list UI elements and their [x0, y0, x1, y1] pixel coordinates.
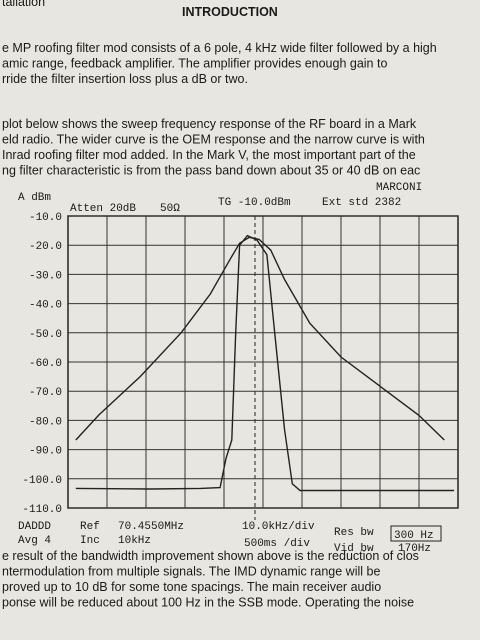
paragraph-line: ponse will be reduced about 100 Hz in th…: [2, 596, 414, 610]
y-axis-label: A dBm: [18, 192, 51, 204]
paragraph-line: rride the filter insertion loss plus a d…: [2, 72, 248, 86]
paragraph-line: proved up to 10 dB for some tone spacing…: [2, 580, 381, 594]
running-head: tallation: [2, 0, 45, 9]
y-tick-label: -60.0: [29, 358, 62, 370]
paragraph-line: ng filter characteristic is from the pas…: [2, 164, 420, 178]
annotation: MARCONI: [376, 182, 422, 194]
response-curve: [75, 234, 455, 492]
annotation: 500ms /div: [244, 538, 310, 550]
paragraph-line: Inrad roofing filter mod added. In the M…: [2, 148, 416, 162]
y-tick-label: -10.0: [29, 212, 62, 224]
annotation: 170Hz: [398, 543, 431, 555]
y-tick-label: -110.0: [22, 504, 62, 516]
title: INTRODUCTION: [182, 5, 278, 19]
paragraph-line: plot below shows the sweep frequency res…: [2, 117, 417, 131]
paragraph-line: eld radio. The wider curve is the OEM re…: [2, 133, 425, 147]
annotation: Avg 4: [18, 535, 51, 547]
annotation: Ref: [80, 521, 100, 533]
y-tick-label: -40.0: [29, 300, 62, 312]
annotation: Inc: [80, 535, 100, 547]
y-tick-label: -30.0: [29, 270, 62, 282]
annotation: Vid bw: [334, 543, 374, 555]
y-tick-label: -20.0: [29, 241, 62, 253]
annotation: Ext std 2382: [322, 197, 401, 209]
annotation: 10.0kHz/div: [242, 521, 315, 533]
y-tick-label: -50.0: [29, 329, 62, 341]
y-tick-label: -90.0: [29, 446, 62, 458]
annotation: 300 Hz: [394, 530, 434, 542]
annotation: TG -10.0dBm: [218, 197, 291, 209]
annotation: Res bw: [334, 527, 374, 539]
annotation: Atten 20dB: [70, 203, 136, 215]
annotation: 10kHz: [118, 535, 151, 547]
label-box: [390, 525, 442, 542]
paragraph-line: amic range, feedback amplifier. The ampl…: [2, 57, 387, 71]
annotation: 50Ω: [160, 203, 180, 215]
paragraph-line: e MP roofing filter mod consists of a 6 …: [2, 41, 437, 55]
annotation: DADDD: [18, 521, 51, 533]
y-tick-label: -100.0: [22, 475, 62, 487]
y-tick-label: -70.0: [29, 387, 62, 399]
annotation: 70.4550MHz: [118, 521, 184, 533]
paragraph-line: e result of the bandwidth improvement sh…: [2, 549, 419, 563]
paragraph-line: ntermodulation from multiple signals. Th…: [2, 565, 380, 579]
y-tick-label: -80.0: [29, 416, 62, 428]
